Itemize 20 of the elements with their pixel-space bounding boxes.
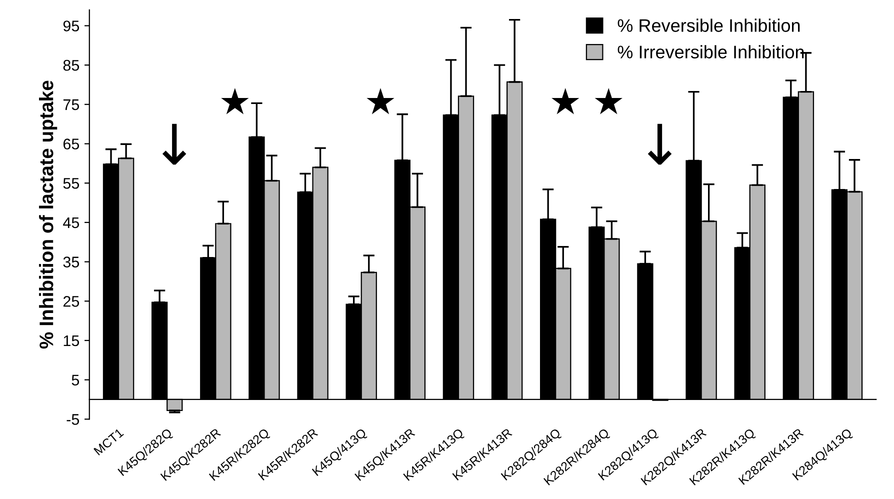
y-tick-label: 15 <box>64 335 80 346</box>
y-tick-label: 25 <box>63 296 80 307</box>
y-tick-label: 95 <box>63 20 80 32</box>
annotation: ★ <box>366 88 394 114</box>
annotation: ★ <box>221 88 249 114</box>
y-tick-label: 55 <box>63 178 80 189</box>
y-tick-label: 35 <box>63 256 80 268</box>
annotation: ★ <box>594 88 622 114</box>
legend-label: % Reversible Inhibition <box>618 18 800 32</box>
annotation: ↓ <box>648 124 672 165</box>
legend-label: % Irreversible Inhibition <box>618 45 804 58</box>
y-tick-label: 45 <box>63 217 80 228</box>
y-tick-label: 5 <box>72 374 80 386</box>
y-tick-label: -5 <box>66 414 80 425</box>
y-tick-label: 65 <box>63 138 80 150</box>
y-tick-label: 85 <box>63 60 80 71</box>
y-tick-label: 75 <box>63 99 80 110</box>
annotation: ↓ <box>162 124 186 165</box>
y-axis-title: % Inhibition of lactate uptake <box>39 80 58 349</box>
annotation: ★ <box>552 88 580 114</box>
